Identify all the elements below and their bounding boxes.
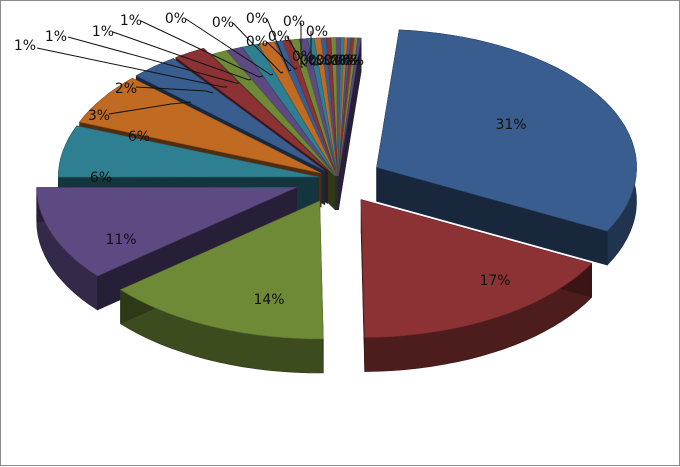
pie-label-20: 0% [300,53,322,69]
pie-label-7: 2% [115,81,137,97]
pie-label-11: 1% [120,13,142,29]
pie-leader-13 [232,22,284,74]
pie-slice-3 [36,187,297,277]
pie-label-13: 0% [212,15,234,31]
pie-leader-18 [310,31,312,66]
pie-tops [36,29,637,340]
pie-label-27: 0% [342,53,364,69]
pie-slice-4 [58,125,319,178]
pie-leader-8 [36,47,227,88]
pie-slice-2 [119,200,324,340]
pie-leader-9 [67,36,239,84]
pie-label-2: 14% [253,292,284,308]
pie-label-3: 11% [105,232,136,248]
pie-leader-10 [112,31,252,81]
pie-label-24: 0% [330,53,352,69]
pie-slice-0 [376,29,637,232]
pie-slice-27 [338,37,362,176]
pie-slice-6 [135,58,326,171]
pie-leader-7 [135,86,214,94]
pie-leader-11 [140,20,264,78]
pie-label-18: 0% [306,24,328,40]
pie-leader-16 [300,23,303,68]
pie-label-15: 0% [246,34,268,50]
pie-leader-17 [286,36,307,67]
pie-leader-6 [108,101,192,115]
pie-leader-20 [312,62,318,66]
pie-label-8: 1% [14,38,36,54]
pie-slice-1 [360,199,593,338]
pie-label-0: 31% [495,117,526,133]
pie-leader-15 [266,41,298,70]
pie-labels: 31%17%14%11%6%6%3%2%1%1% 1%1% 0% 0% 0%0%0%0%… [14,11,527,308]
pie-slice-11 [257,41,337,176]
pie-label-4: 6% [90,170,112,186]
pie-leader-19 [305,58,315,66]
pie-label-17: 0% [268,29,290,45]
pie-label-9: 1% [45,29,67,45]
pie-label-1: 17% [479,273,510,289]
pie-label-26: 0% [338,53,360,69]
pie-label-16: 0% [283,14,305,30]
pie-label-19: 0% [292,49,314,65]
pie-label-12: 0% [165,11,187,27]
pie-label-5: 6% [128,129,150,145]
pie-label-6: 3% [88,108,110,124]
pie-slice-10 [241,43,337,177]
pie-label-14: 0% [246,11,268,27]
pie-label-10: 1% [92,24,114,40]
pie-slice-7 [175,47,328,170]
pie-slice-5 [79,77,322,174]
pie-label-23: 0% [324,53,346,69]
pie-slice-9 [226,46,336,177]
pie-leader-14 [266,18,292,72]
pie-leader-21 [318,62,322,66]
pie-label-21: 0% [308,53,330,69]
pie-leader-12 [185,18,274,76]
